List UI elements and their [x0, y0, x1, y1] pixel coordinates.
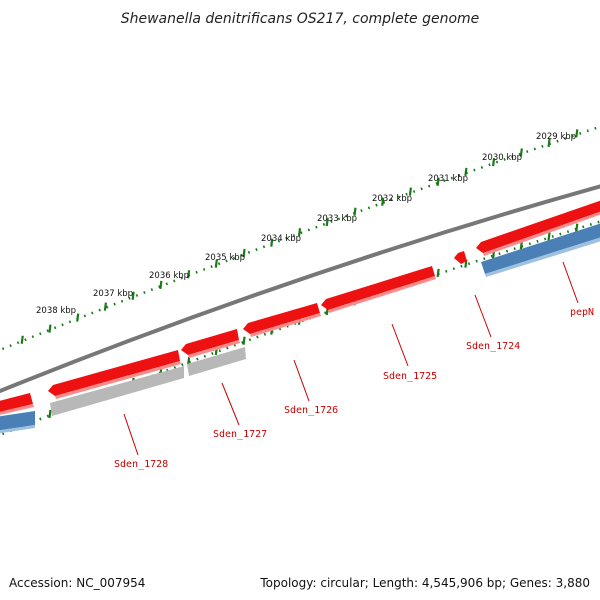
outer-ruler-major-tick	[48, 324, 52, 333]
outer-ruler-major-tick	[353, 207, 357, 216]
leader-sden1724	[474, 294, 492, 338]
kbp-tick-labels: 2029 kbp 2030 kbp 2031 kbp 2032 kbp 2033…	[36, 132, 576, 316]
outer-ruler-major-tick	[242, 248, 246, 258]
inner-ruler-major-tick	[436, 268, 440, 277]
cds-pepN	[476, 200, 600, 253]
blue-feature-left	[0, 411, 35, 431]
leader-pepN	[562, 261, 579, 304]
inner-ruler-major-tick	[547, 232, 551, 241]
outer-ruler-major-tick	[519, 148, 523, 157]
outer-ruler-major-tick	[131, 291, 135, 300]
leader-sden1728	[123, 413, 139, 456]
accession-text: Accession: NC_007954	[9, 576, 146, 590]
cds-sden1725	[321, 266, 435, 310]
gene-label-sden1726[interactable]: Sden_1726	[284, 405, 338, 416]
outer-ruler-major-tick	[464, 167, 468, 177]
gene-label-pepN[interactable]: pepN	[570, 307, 594, 318]
kbp-label-2031: 2031 kbp	[428, 174, 468, 184]
gray-feature-sden1727	[187, 347, 246, 376]
outer-ruler-major-tick	[547, 138, 551, 148]
kbp-label-2035: 2035 kbp	[205, 253, 245, 263]
outer-ruler-major-tick	[381, 197, 385, 206]
blue-feature-pepN	[481, 223, 600, 274]
outer-ruler-major-tick	[20, 335, 24, 344]
outer-ruler-major-tick	[76, 313, 80, 322]
outer-ruler-major-tick	[186, 270, 191, 279]
outer-ruler-major-tick	[214, 259, 218, 268]
kbp-label-2037: 2037 kbp	[93, 289, 133, 299]
leader-sden1727	[221, 382, 240, 426]
gene-label-sden1724[interactable]: Sden_1724	[466, 341, 520, 352]
gene-label-sden1727[interactable]: Sden_1727	[213, 429, 267, 440]
blue-feature-left-shade	[0, 425, 35, 434]
outer-ruler-major-tick	[575, 129, 579, 138]
inner-ruler-major-tick	[519, 241, 523, 250]
kbp-label-2033: 2033 kbp	[317, 214, 357, 224]
outer-ruler-major-tick	[103, 302, 108, 311]
outer-ruler-major-tick	[159, 280, 163, 290]
cds-sden1724	[454, 251, 467, 264]
outer-ruler-major-tick	[297, 228, 302, 237]
inner-ruler-major-tick	[48, 409, 52, 419]
kbp-label-2030: 2030 kbp	[482, 153, 522, 163]
leader-sden1726	[293, 359, 310, 402]
map-title: Shewanella denitrificans OS217, complete…	[121, 11, 480, 27]
kbp-label-2032: 2032 kbp	[372, 194, 412, 204]
outer-ruler-major-tick	[270, 238, 274, 247]
outer-ruler-major-tick	[408, 187, 413, 196]
gray-feature-sden1728	[50, 366, 184, 416]
kbp-label-2038: 2038 kbp	[36, 306, 76, 316]
blue-feature-pepN-shade	[485, 237, 600, 277]
inner-ruler-major-tick	[242, 336, 246, 345]
cds-sden1728	[48, 350, 180, 396]
genome-backbone	[0, 184, 600, 394]
kbp-label-2036: 2036 kbp	[149, 271, 189, 281]
genome-summary-text: Topology: circular; Length: 4,545,906 bp…	[260, 576, 590, 590]
cds-sden1726	[243, 303, 320, 334]
outer-ruler-major-tick	[325, 217, 329, 227]
gene-callouts	[123, 261, 579, 456]
gene-label-sden1728[interactable]: Sden_1728	[114, 459, 168, 470]
cds-shadows	[0, 211, 600, 415]
cds-sden1727	[181, 329, 239, 355]
cds-left	[0, 393, 33, 412]
outer-ruler-major-tick	[436, 177, 440, 186]
outer-ruler-major-ticks	[20, 129, 579, 344]
kbp-label-2034: 2034 kbp	[261, 234, 301, 244]
inner-ruler-major-tick	[575, 223, 579, 232]
leader-sden1725	[391, 323, 409, 367]
gene-label-sden1725[interactable]: Sden_1725	[383, 371, 437, 382]
kbp-label-2029: 2029 kbp	[536, 132, 576, 142]
outer-ruler-major-tick	[491, 158, 496, 167]
